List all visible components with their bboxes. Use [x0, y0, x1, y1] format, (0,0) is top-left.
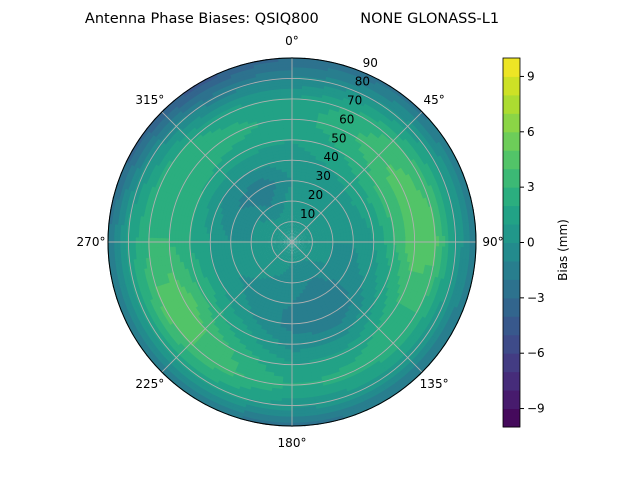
- chart-title: Antenna Phase Biases: QSIQ800 NONE GLONA…: [85, 11, 499, 27]
